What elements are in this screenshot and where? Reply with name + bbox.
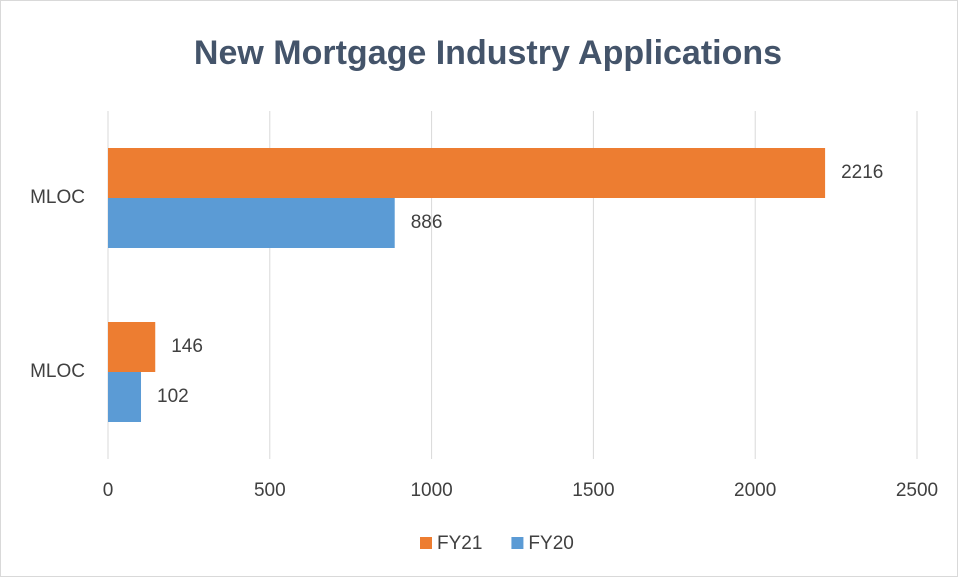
legend-swatch [511, 537, 524, 549]
x-tick-label: 500 [254, 480, 286, 501]
bar [108, 148, 826, 198]
y-tick-label: MLOC [30, 361, 85, 382]
legend-swatch [420, 537, 432, 549]
bar [108, 372, 142, 422]
legend-label: FY20 [528, 533, 573, 554]
data-label: 2216 [841, 162, 883, 183]
data-label: 146 [171, 336, 203, 357]
legend-label: FY21 [437, 533, 482, 554]
data-label: 886 [411, 212, 443, 233]
x-tick-label: 2000 [734, 480, 776, 501]
bar [108, 322, 156, 372]
x-tick-label: 0 [103, 480, 114, 501]
x-tick-label: 2500 [896, 480, 938, 501]
bar [108, 198, 395, 248]
chart-title: New Mortgage Industry Applications [194, 34, 782, 72]
y-tick-label: MLOC [30, 187, 85, 208]
data-label: 102 [157, 386, 189, 407]
x-tick-label: 1500 [572, 480, 614, 501]
x-tick-label: 1000 [410, 480, 452, 501]
